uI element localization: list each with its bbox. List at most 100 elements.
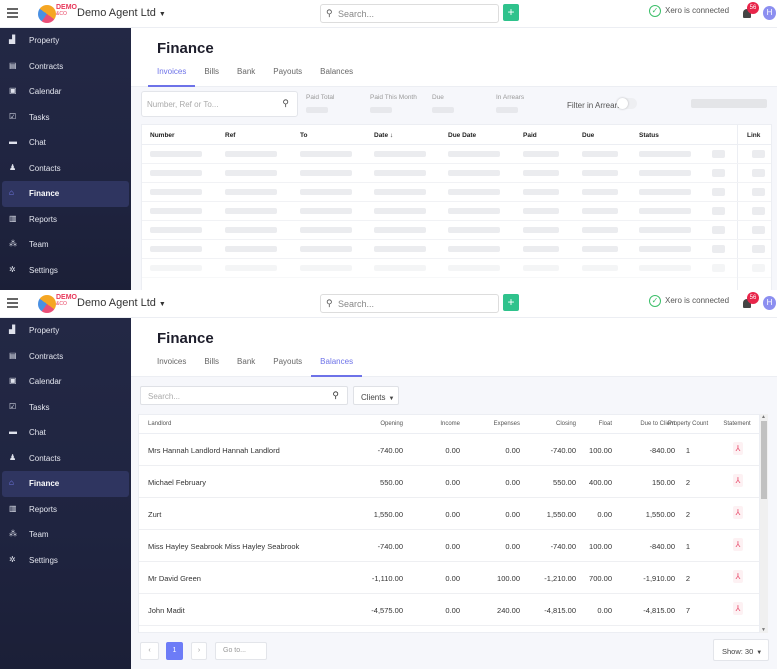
- avatar[interactable]: H: [763, 6, 776, 20]
- column-header[interactable]: Closing: [555, 421, 576, 427]
- table-row[interactable]: John Madit -4,575.00 0.00 240.00 -4,815.00 0.…: [139, 594, 759, 626]
- column-header[interactable]: Number: [150, 132, 175, 139]
- tab-payouts[interactable]: Payouts: [273, 67, 303, 76]
- tab-balances[interactable]: Balances: [320, 67, 354, 76]
- loading-skeleton: [752, 264, 765, 272]
- pdf-statement-icon[interactable]: ⅄: [733, 538, 743, 551]
- table-row[interactable]: Mrs Hannah Landlord Hannah Landlord -740.…: [139, 434, 759, 466]
- hamburger-menu-icon[interactable]: [7, 8, 18, 18]
- scroll-up-arrow-icon[interactable]: ▲: [761, 414, 766, 420]
- sidebar-item-reports[interactable]: ▥ Reports: [2, 207, 129, 233]
- sidebar-item-calendar[interactable]: ▣ Calendar: [2, 79, 129, 105]
- column-header[interactable]: Due: [582, 132, 595, 139]
- top-bar: DEMO &CO Demo Agent Ltd ▼ ⚲ Search... + ✓ X…: [0, 290, 777, 318]
- page-1-button[interactable]: 1: [166, 642, 183, 660]
- tab-invoices[interactable]: Invoices: [148, 67, 196, 87]
- sidebar-item-contracts[interactable]: ▤ Contracts: [2, 54, 129, 80]
- pdf-statement-icon[interactable]: ⅄: [733, 442, 743, 455]
- sidebar-item-contacts[interactable]: ♟ Contacts: [2, 156, 129, 182]
- column-header[interactable]: Opening: [380, 421, 403, 427]
- cell-due-to-client: -840.00: [649, 542, 675, 551]
- table-row[interactable]: Mr David Green -1,110.00 0.00 100.00 -1,210.…: [139, 562, 759, 594]
- add-button[interactable]: +: [503, 4, 519, 21]
- cell-opening: -1,110.00: [371, 574, 403, 583]
- tab-balances[interactable]: Balances: [311, 357, 363, 377]
- column-header[interactable]: Due Date: [448, 132, 477, 139]
- company-switcher[interactable]: Demo Agent Ltd ▼: [77, 297, 166, 309]
- column-header[interactable]: Property Count: [667, 421, 709, 427]
- tab-invoices[interactable]: Invoices: [157, 357, 187, 366]
- sidebar-item-team[interactable]: ⁂ Team: [2, 232, 129, 258]
- global-search-input[interactable]: ⚲ Search...: [320, 4, 499, 23]
- tab-payouts[interactable]: Payouts: [273, 357, 303, 366]
- column-header[interactable]: Income: [440, 421, 460, 427]
- table-scrollbar[interactable]: ▲ ▼: [760, 414, 768, 633]
- sidebar-item-property[interactable]: ▟ Property: [2, 28, 129, 54]
- sidebar-item-finance[interactable]: ⌂ Finance: [2, 471, 129, 497]
- sidebar-item-reports[interactable]: ▥ Reports: [2, 497, 129, 523]
- sidebar-item-chat[interactable]: ▬ Chat: [2, 420, 129, 446]
- cell-landlord: Michael February: [148, 478, 206, 487]
- column-header[interactable]: Due to Client: [640, 421, 675, 427]
- column-header[interactable]: Statement: [723, 421, 751, 427]
- add-button[interactable]: +: [503, 294, 519, 311]
- invoice-search-input[interactable]: Number, Ref or To... ⚲: [141, 91, 298, 117]
- tab-bank[interactable]: Bank: [237, 357, 256, 366]
- scrollbar-thumb[interactable]: [761, 421, 767, 499]
- table-row[interactable]: Zurt 1,550.00 0.00 0.00 1,550.00 0.00 1,550.00…: [139, 498, 759, 530]
- sidebar-item-contracts[interactable]: ▤ Contracts: [2, 344, 129, 370]
- sidebar-item-chat[interactable]: ▬ Chat: [2, 130, 129, 156]
- avatar[interactable]: H: [763, 296, 776, 310]
- loading-skeleton: [225, 170, 277, 176]
- column-header[interactable]: Expenses: [493, 421, 520, 427]
- column-header[interactable]: Ref: [225, 132, 236, 139]
- filter-arrears-toggle[interactable]: [617, 98, 637, 109]
- tab-bills[interactable]: Bills: [204, 67, 220, 76]
- balances-search-input[interactable]: Search... ⚲: [140, 386, 348, 405]
- column-header[interactable]: Date ↓: [374, 132, 394, 139]
- building-icon: ▟: [9, 325, 16, 334]
- loading-skeleton: [523, 170, 559, 176]
- sidebar-item-settings[interactable]: ✲ Settings: [2, 258, 129, 284]
- clients-filter-dropdown[interactable]: Clients ▼: [353, 386, 399, 405]
- pdf-statement-icon[interactable]: ⅄: [733, 570, 743, 583]
- cell-landlord: Miss Hayley Seabrook Miss Hayley Seabroo…: [148, 542, 300, 551]
- bell-icon[interactable]: [743, 299, 751, 308]
- sidebar-item-property[interactable]: ▟ Property: [2, 318, 129, 344]
- search-icon: ⚲: [326, 8, 333, 18]
- table-row[interactable]: Michael February 550.00 0.00 0.00 550.00 400.…: [139, 466, 759, 498]
- prev-page-button[interactable]: ‹: [140, 642, 159, 660]
- goto-page-input[interactable]: Go to...: [215, 642, 267, 660]
- next-page-button[interactable]: ›: [191, 642, 207, 660]
- company-switcher[interactable]: Demo Agent Ltd ▼: [77, 7, 166, 19]
- tab-bills[interactable]: Bills: [204, 357, 220, 366]
- tab-bank[interactable]: Bank: [237, 67, 256, 76]
- column-header[interactable]: Paid: [523, 132, 537, 139]
- column-header[interactable]: To: [300, 132, 308, 139]
- page-header: Finance Invoices Bills Bank Payouts Balances: [131, 28, 777, 87]
- scroll-down-arrow-icon[interactable]: ▼: [761, 627, 766, 633]
- sidebar-item-tasks[interactable]: ☑ Tasks: [2, 395, 129, 421]
- pdf-statement-icon[interactable]: ⅄: [733, 602, 743, 615]
- loading-skeleton: [523, 189, 559, 195]
- sidebar-item-settings[interactable]: ✲ Settings: [2, 548, 129, 574]
- hamburger-menu-icon[interactable]: [7, 298, 18, 308]
- column-header[interactable]: Float: [598, 421, 612, 427]
- page-size-dropdown[interactable]: Show: 30 ▼: [713, 639, 769, 661]
- pdf-statement-icon[interactable]: ⅄: [733, 474, 743, 487]
- pdf-statement-icon[interactable]: ⅄: [733, 506, 743, 519]
- table-row[interactable]: Miss Hayley Seabrook Miss Hayley Seabroo…: [139, 530, 759, 562]
- cell-due-to-client: 150.00: [652, 478, 675, 487]
- column-header[interactable]: Status: [639, 132, 659, 139]
- global-search-input[interactable]: ⚲ Search...: [320, 294, 499, 313]
- sidebar-item-team[interactable]: ⁂ Team: [2, 522, 129, 548]
- column-header[interactable]: Landlord: [148, 421, 172, 427]
- cell-opening: 1,550.00: [373, 510, 403, 519]
- sidebar-item-calendar[interactable]: ▣ Calendar: [2, 369, 129, 395]
- sidebar-item-contacts[interactable]: ♟ Contacts: [2, 446, 129, 472]
- sidebar-item-finance[interactable]: ⌂ Finance: [2, 181, 129, 207]
- cell-closing: -740.00: [550, 542, 576, 551]
- bell-icon[interactable]: [743, 9, 751, 18]
- column-header[interactable]: Link: [747, 132, 761, 139]
- sidebar-item-tasks[interactable]: ☑ Tasks: [2, 105, 129, 131]
